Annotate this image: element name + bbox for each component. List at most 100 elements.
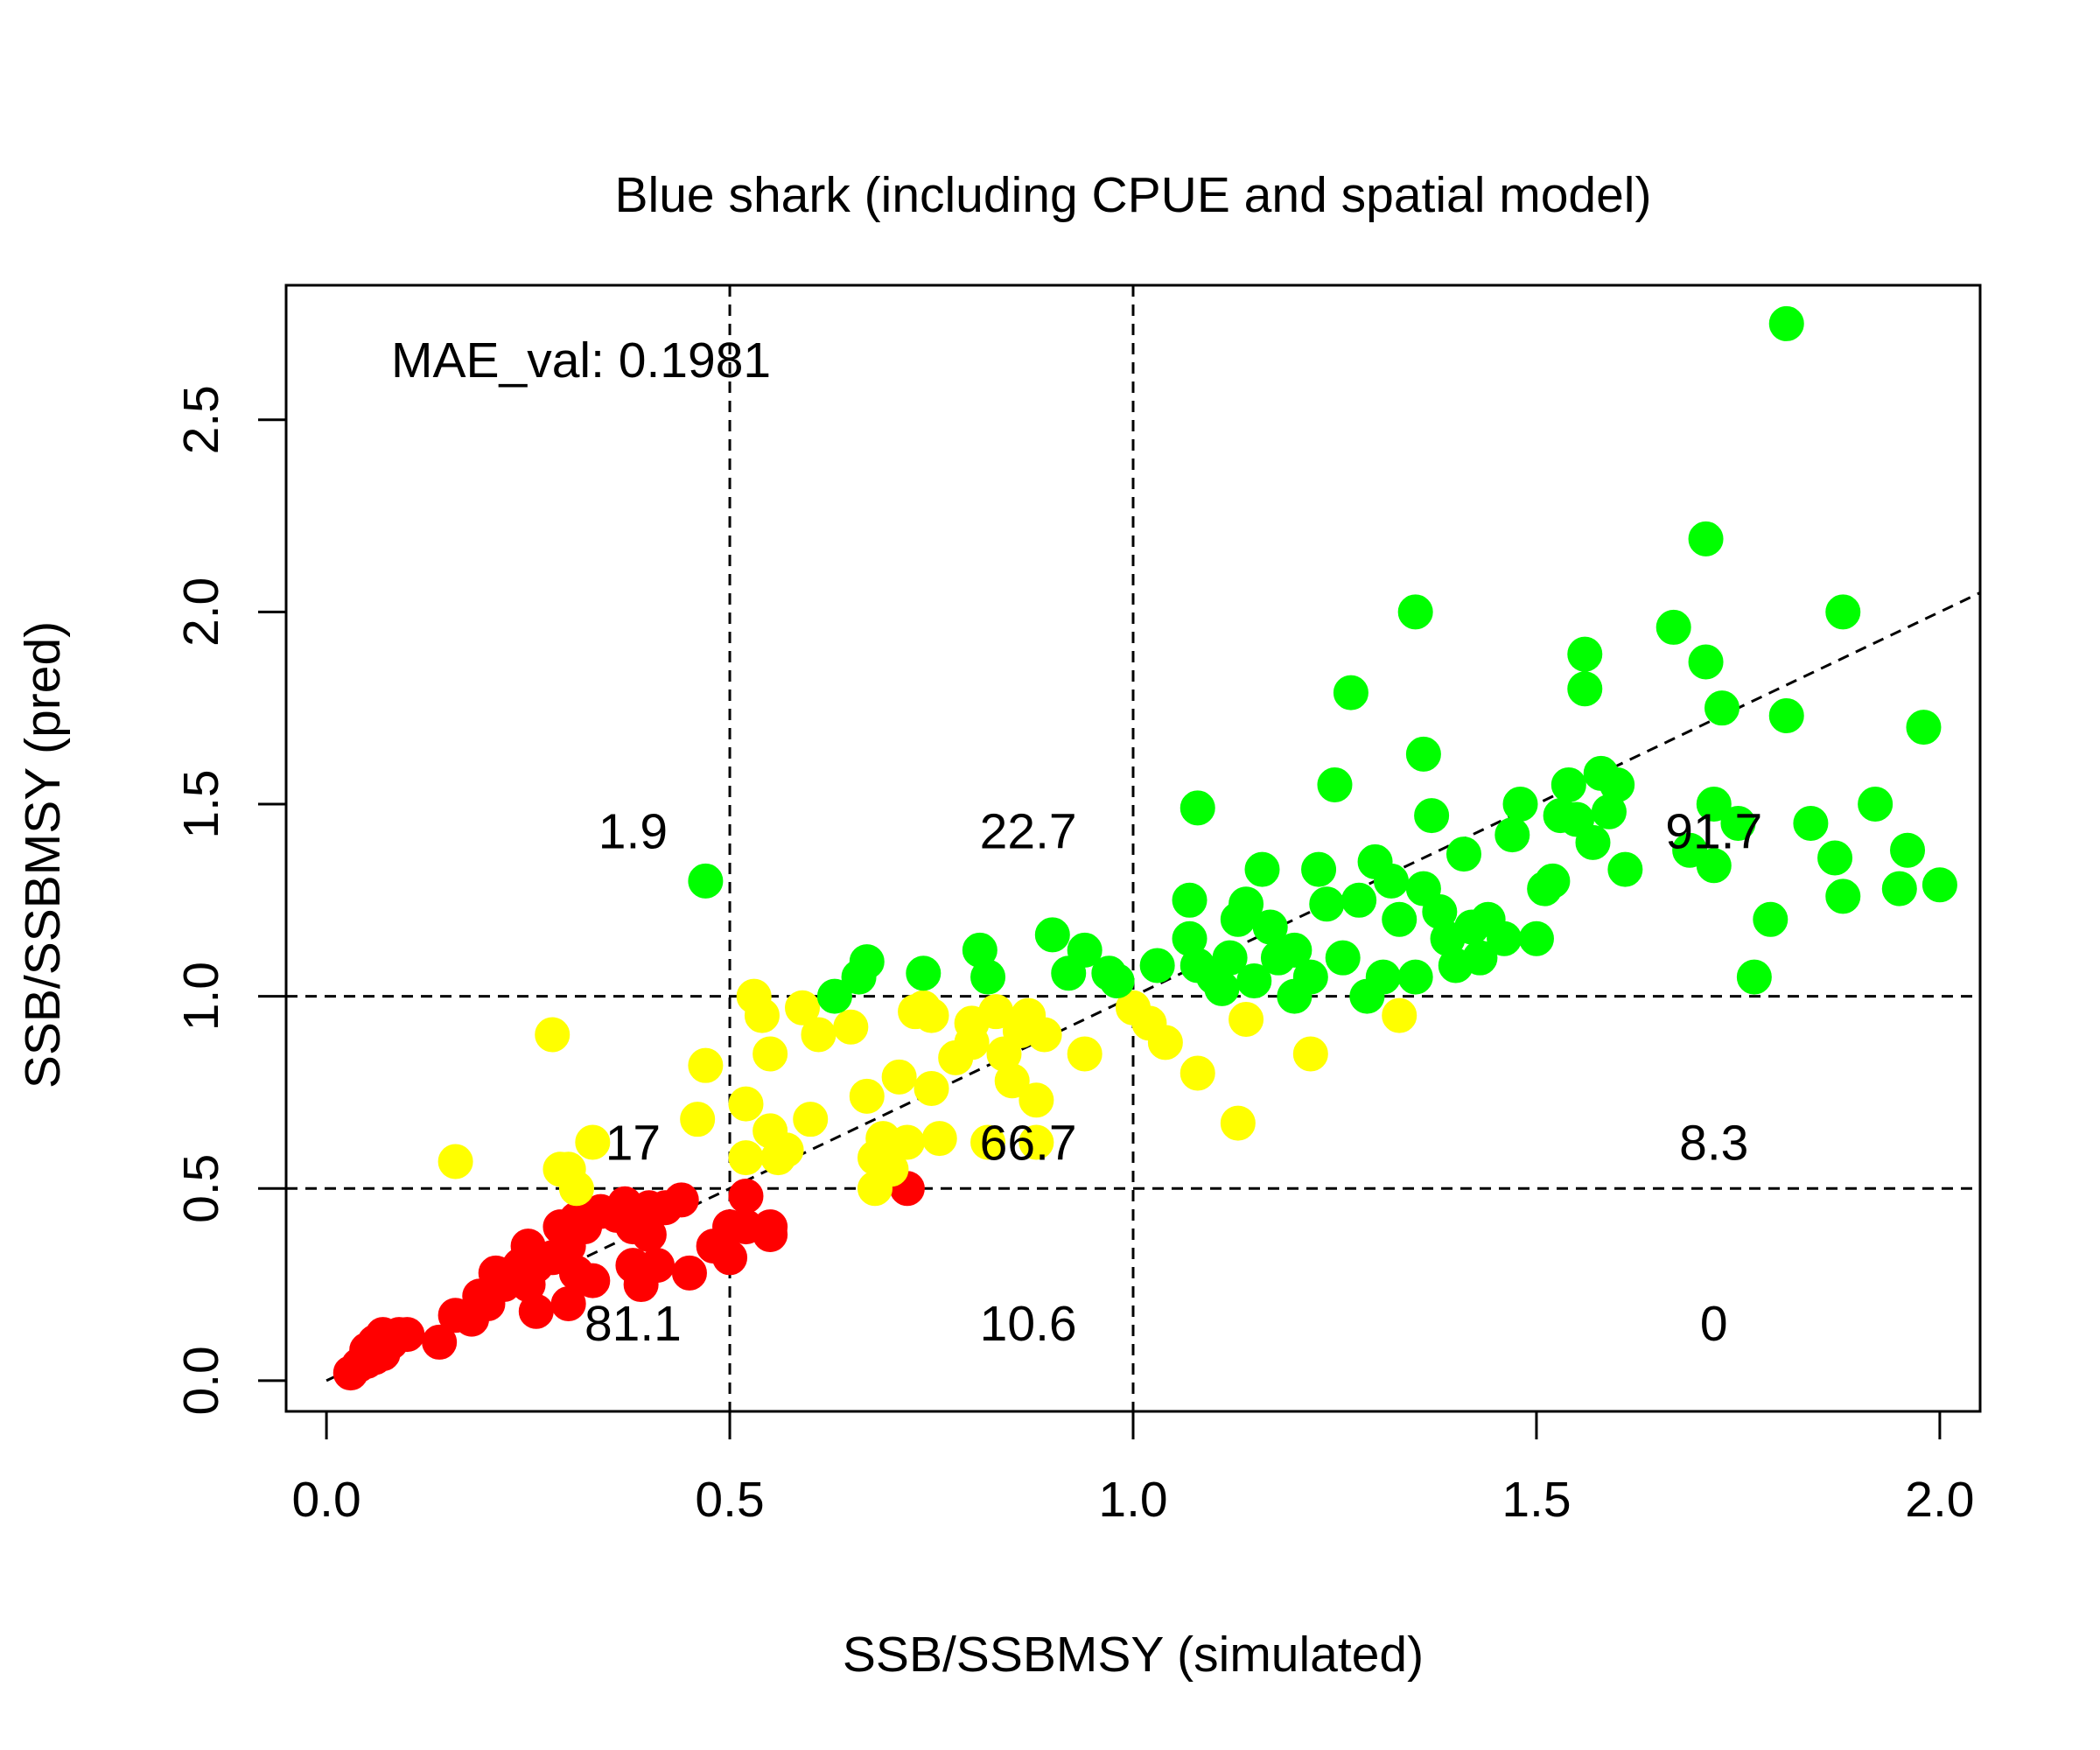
point-green-88 [1922,867,1957,903]
point-yellow-48 [1147,1025,1183,1060]
quadrant-label-7: 10.6 [980,1296,1077,1352]
x-tick-label-1: 0.5 [695,1472,764,1528]
point-red-48 [728,1179,764,1214]
point-green-54 [1502,786,1538,822]
quadrant-label-0: 1.9 [598,804,668,860]
point-green-76 [1736,959,1772,995]
point-yellow-18 [801,1017,836,1053]
point-yellow-52 [1292,1036,1328,1072]
quadrant-label-8: 0 [1700,1296,1728,1352]
point-green-19 [1212,940,1248,976]
point-yellow-36 [970,1124,1006,1160]
point-green-86 [1890,832,1926,868]
y-tick-label-0: 0.0 [173,1346,229,1415]
point-yellow-5 [575,1124,611,1160]
point-yellow-15 [768,1132,804,1168]
point-green-77 [1753,901,1788,937]
point-green-18 [1204,970,1240,1006]
y-tick-label-4: 2.0 [173,578,229,647]
point-yellow-53 [1382,998,1418,1033]
point-green-34 [1341,882,1377,918]
point-green-9 [1067,932,1102,968]
plot-frame [284,284,1982,1413]
point-green-31 [1317,767,1353,803]
point-green-13 [1172,882,1208,918]
chart-title: Blue shark (including CPUE and spatial m… [615,167,1652,223]
point-green-23 [1244,851,1280,887]
y-tick-label-2: 1.0 [173,962,229,1031]
point-yellow-12 [752,1036,788,1072]
point-yellow-49 [1180,1055,1215,1091]
point-yellow-16 [785,990,821,1026]
point-yellow-4 [558,1171,594,1207]
point-red-31 [575,1263,611,1298]
quadrant-labels: 1.9 22.7 91.7 17 66.7 8.3 81.1 10.6 0 [584,804,1762,1352]
point-yellow-20 [849,1078,885,1114]
point-green-81 [1817,840,1853,876]
y-axis-title: SSB/SSBMSY (pred) [15,621,71,1088]
quadrant-label-4: 66.7 [980,1116,1077,1172]
point-yellow-8 [728,1086,764,1122]
quadrant-label-3: 17 [606,1116,661,1172]
point-green-83 [1825,594,1861,630]
point-green-40 [1397,959,1433,995]
point-yellow-45 [1067,1036,1102,1072]
point-yellow-51 [1228,1001,1264,1037]
point-green-72 [1696,848,1732,884]
quadrant-label-2: 91.7 [1665,804,1762,860]
point-yellow-42 [1018,1124,1054,1160]
point-green-38 [1374,863,1410,899]
point-green-28 [1292,959,1328,995]
point-green-39 [1382,901,1418,937]
point-green-61 [1567,636,1603,672]
point-green-80 [1793,805,1829,841]
x-tick-label-3: 1.5 [1502,1472,1571,1528]
point-green-26 [1277,932,1312,968]
x-tick-label-4: 2.0 [1905,1472,1974,1528]
point-green-11 [1099,963,1135,999]
point-yellow-9 [728,1140,764,1176]
point-yellow-19 [833,1009,869,1045]
point-red-22 [518,1293,554,1329]
point-green-12 [1139,948,1175,984]
point-yellow-43 [1018,1082,1054,1118]
y-tick-label-5: 2.5 [173,385,229,454]
point-yellow-0 [438,1144,473,1180]
point-yellow-35 [954,1025,990,1060]
point-green-7 [1034,917,1070,953]
point-green-84 [1858,786,1894,822]
point-red-50 [752,1216,788,1252]
point-green-15 [1180,790,1215,826]
point-yellow-27 [889,1124,925,1160]
point-green-4 [906,956,942,991]
point-yellow-39 [994,1063,1030,1099]
point-red-40 [640,1248,676,1284]
identity-line [326,592,1981,1382]
point-green-22 [1236,963,1272,999]
quadrant-label-5: 8.3 [1679,1116,1748,1172]
point-green-50 [1462,940,1498,976]
x-axis-title: SSB/SSBMSY (simulated) [843,1627,1424,1683]
x-tick-label-2: 1.0 [1098,1472,1167,1528]
point-green-3 [849,944,885,980]
x-axis: 0.0 0.5 1.0 1.5 2.0 [291,1410,1975,1528]
point-green-55 [1518,920,1554,956]
point-yellow-50 [1220,1105,1256,1141]
quadrant-label-6: 81.1 [584,1296,682,1352]
point-green-0 [688,863,724,899]
point-red-42 [663,1182,699,1218]
point-green-6 [970,959,1006,995]
point-red-11 [422,1324,458,1360]
point-green-21 [1228,886,1264,922]
point-yellow-32 [921,1121,957,1157]
point-yellow-6 [680,1102,716,1138]
point-green-79 [1768,697,1804,733]
point-green-70 [1688,521,1724,556]
point-green-1 [816,978,852,1014]
point-yellow-31 [914,998,949,1033]
quadrant-label-1: 22.7 [980,804,1077,860]
data-points [332,305,1957,1391]
point-green-75 [1720,805,1756,841]
point-yellow-7 [688,1047,724,1083]
